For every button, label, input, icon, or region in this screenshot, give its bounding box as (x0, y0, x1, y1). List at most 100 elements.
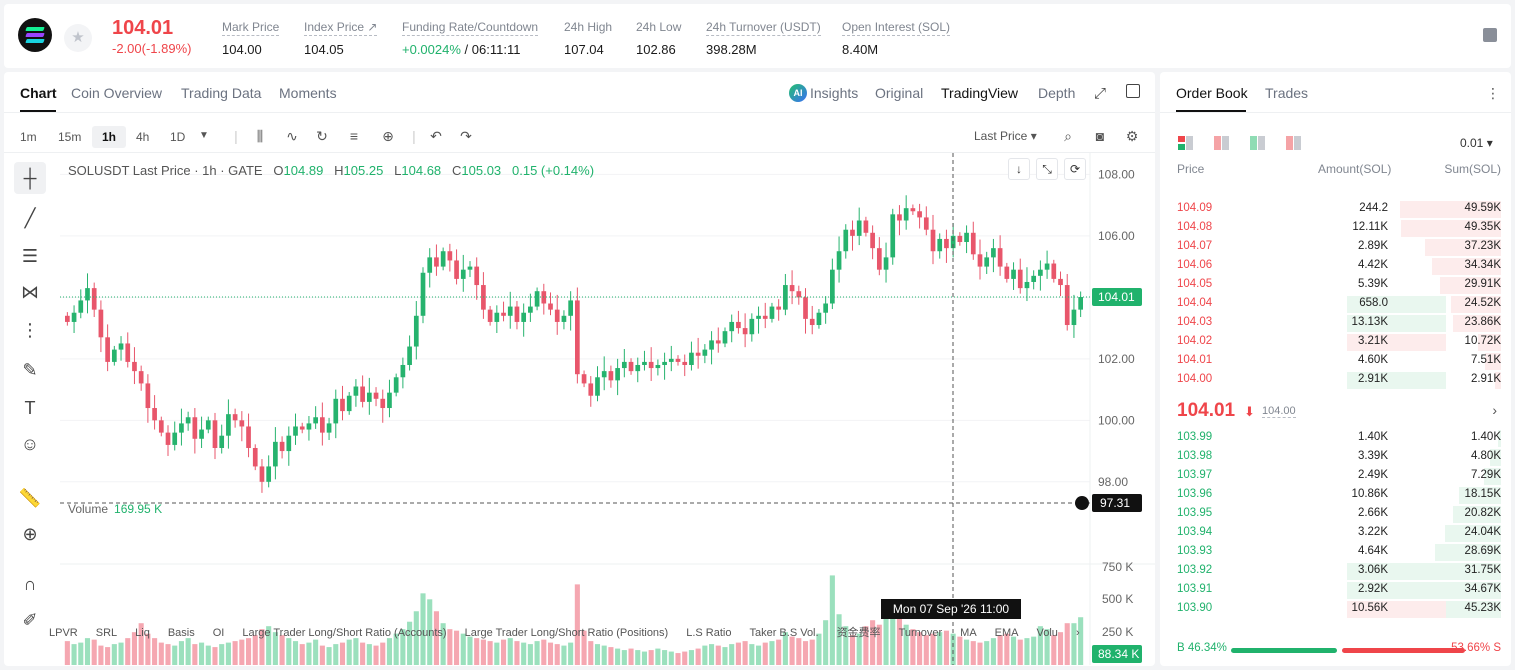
indicator-2[interactable]: Liq (135, 627, 150, 639)
candle-body (608, 371, 614, 381)
favorite-star-icon[interactable]: ★ (64, 24, 92, 52)
precision-select[interactable]: 0.01 ▾ (1460, 136, 1493, 150)
crosshair-tool-icon[interactable]: ┼ (14, 162, 46, 194)
timeframe-1h[interactable]: 1h (92, 126, 127, 148)
template-icon[interactable]: ≡ (349, 128, 359, 144)
orderbook-row[interactable]: 103.97 2.49K 7.29K (1160, 467, 1511, 486)
stat-index-price[interactable]: Index Price ↗ 104.05 (304, 18, 378, 57)
pattern-tool-icon[interactable]: ⋈ (21, 282, 39, 302)
view-asks-icon[interactable] (1214, 136, 1230, 150)
indicator-12[interactable]: EMA (994, 627, 1019, 639)
timeframe-1d[interactable]: 1D (170, 130, 186, 144)
refresh-icon[interactable]: ↻ (316, 128, 328, 144)
volume-bar (1031, 636, 1037, 665)
collapse-icon[interactable]: ⤡ (1036, 158, 1058, 180)
magnet-tool-icon[interactable]: ∩ (23, 574, 37, 594)
indicator-9[interactable]: 资金费率 (836, 627, 881, 639)
tab-trades[interactable]: Trades (1265, 85, 1309, 101)
orderbook-row[interactable]: 104.03 13.13K 23.86K (1160, 314, 1511, 333)
orderbook-row[interactable]: 104.02 3.21K 10.72K (1160, 333, 1511, 352)
view-tradingview[interactable]: TradingView (941, 85, 1019, 101)
reset-view-icon[interactable]: ⟳ (1064, 158, 1086, 180)
trendline-tool-icon[interactable]: ╱ (24, 208, 36, 228)
volume-bar (896, 614, 903, 665)
fullscreen-icon[interactable] (1126, 84, 1140, 98)
orderbook-row[interactable]: 104.09 244.2 49.59K (1160, 200, 1511, 219)
chevron-right-icon[interactable]: › (1492, 402, 1497, 418)
orderbook-row[interactable]: 103.94 3.22K 24.04K (1160, 524, 1511, 543)
expand-icon[interactable]: ⤢ (1094, 85, 1107, 102)
search-icon[interactable]: ⌕ (1064, 128, 1072, 144)
ruler-tool-icon[interactable]: 📏 (18, 488, 42, 508)
orderbook-row[interactable]: 103.92 3.06K 31.75K (1160, 562, 1511, 581)
timeframe-4h[interactable]: 4h (136, 130, 150, 144)
orderbook-row[interactable]: 103.99 1.40K 1.40K (1160, 429, 1511, 448)
view-depth[interactable]: Depth (1038, 85, 1076, 101)
orderbook-row[interactable]: 104.06 4.42K 34.34K (1160, 257, 1511, 276)
candle-body (1078, 297, 1083, 310)
add-indicator-icon[interactable]: ⊕ (382, 128, 394, 144)
emoji-tool-icon[interactable]: ☺ (20, 434, 40, 454)
horizontal-lines-tool-icon[interactable]: ☰ (21, 246, 39, 266)
settings-gear-icon[interactable]: ⚙ (1125, 128, 1139, 144)
price-type-select[interactable]: Last Price ▾ (974, 129, 1037, 143)
tab-chart[interactable]: Chart (20, 85, 57, 101)
pencil-tool-icon[interactable]: ✐ (22, 610, 38, 630)
indicator-7[interactable]: L.S Ratio (686, 627, 732, 639)
view-depth-icon[interactable] (1286, 136, 1302, 150)
scroll-down-icon[interactable]: ↓ (1008, 158, 1030, 180)
stat-funding-rate[interactable]: Funding Rate/Countdown +0.0024% / 06:11:… (402, 18, 539, 57)
undo-icon[interactable]: ↶ (430, 128, 442, 144)
indicator-4[interactable]: OI (212, 627, 225, 639)
orderbook-row[interactable]: 103.96 10.86K 18.15K (1160, 486, 1511, 505)
indicators-icon[interactable]: ∿ (286, 128, 298, 144)
indicator-8[interactable]: Taker B.S Vol. (749, 627, 819, 639)
indicator-6[interactable]: Large Trader Long/Short Ratio (Positions… (464, 627, 669, 639)
orderbook-row[interactable]: 104.07 2.89K 37.23K (1160, 238, 1511, 257)
orderbook-row[interactable]: 103.91 2.92K 34.67K (1160, 581, 1511, 600)
orderbook-row[interactable]: 103.93 4.64K 28.69K (1160, 543, 1511, 562)
indicator-1[interactable]: SRL (95, 627, 118, 639)
candle-body (71, 312, 77, 322)
tab-trading-data[interactable]: Trading Data (181, 85, 262, 101)
orderbook-row[interactable]: 104.00 2.91K 2.91K (1160, 371, 1511, 390)
candle-type-icon[interactable]: ⫼ (256, 128, 264, 144)
timeframe-15m[interactable]: 15m (58, 130, 82, 144)
indicator-13[interactable]: Volu (1036, 627, 1058, 639)
notes-icon[interactable] (1483, 28, 1497, 42)
view-both-icon[interactable] (1178, 136, 1194, 150)
timeframe-dropdown-icon[interactable]: ▼ (199, 130, 209, 141)
redo-icon[interactable]: ↷ (460, 128, 472, 144)
tab-order-book[interactable]: Order Book (1176, 85, 1248, 101)
stat-mark-price[interactable]: Mark Price 104.00 (222, 18, 280, 57)
indicator-3[interactable]: Basis (167, 627, 195, 639)
active-tab-underline (1176, 110, 1246, 112)
volume-bar (521, 642, 527, 665)
indicator-11[interactable]: MA (960, 627, 977, 639)
camera-icon[interactable]: ◙ (1095, 128, 1105, 144)
orderbook-row[interactable]: 104.01 4.60K 7.51K (1160, 352, 1511, 371)
chevron-right-icon[interactable]: › (1075, 627, 1080, 639)
volume-bar (816, 633, 822, 665)
orderbook-row[interactable]: 103.95 2.66K 20.82K (1160, 505, 1511, 524)
orderbook-row[interactable]: 104.04 658.0 24.52K (1160, 295, 1511, 314)
orderbook-row[interactable]: 104.08 12.11K 49.35K (1160, 219, 1511, 238)
brush-tool-icon[interactable]: ✎ (22, 360, 38, 380)
view-original[interactable]: Original (875, 85, 924, 101)
zoom-tool-icon[interactable]: ⊕ (22, 524, 38, 544)
view-insights[interactable]: Insights (810, 85, 859, 101)
text-tool-icon[interactable]: T (24, 398, 36, 418)
more-options-icon[interactable]: ⋮ (1486, 85, 1500, 101)
view-bids-icon[interactable] (1250, 136, 1266, 150)
orderbook-row[interactable]: 103.98 3.39K 4.80K (1160, 448, 1511, 467)
indicator-0[interactable]: LPVR (49, 627, 78, 639)
indicator-5[interactable]: Large Trader Long/Short Ratio (Accounts) (242, 627, 447, 639)
orderbook-row[interactable]: 103.90 10.56K 45.23K (1160, 600, 1511, 619)
timeframe-1m[interactable]: 1m (20, 130, 37, 144)
fib-tool-icon[interactable]: ⋮ (21, 320, 39, 340)
indicator-10[interactable]: Turnover (898, 627, 943, 639)
orderbook-row[interactable]: 104.05 5.39K 29.91K (1160, 276, 1511, 295)
tab-moments[interactable]: Moments (279, 85, 337, 101)
tab-coin-overview[interactable]: Coin Overview (71, 85, 163, 101)
